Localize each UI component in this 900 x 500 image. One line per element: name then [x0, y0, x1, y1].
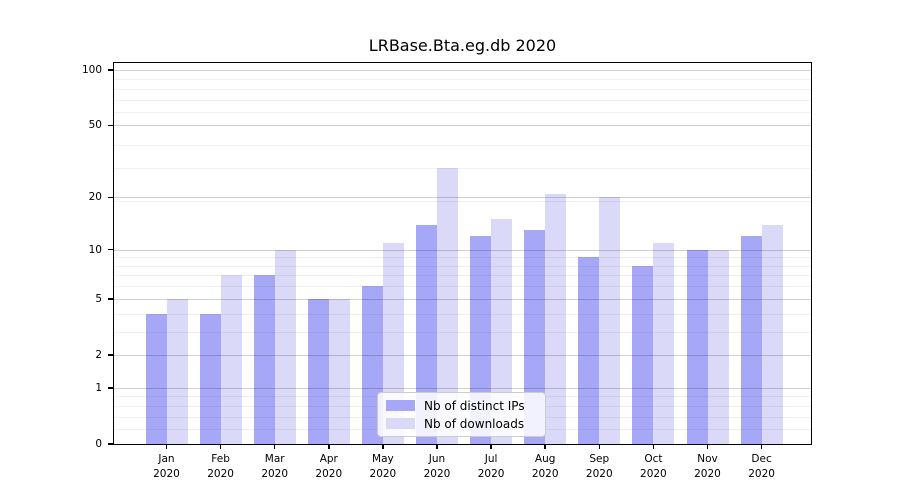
plot-area: 0 1 2 5 10 20 50 100 Jan 2020 Feb 2020 Mar 2020 Apr…	[82, 62, 812, 480]
y-tick-label: 5	[95, 292, 102, 305]
y-tick-label: 1	[95, 381, 102, 394]
x-tick-mark	[706, 444, 709, 449]
minor-gridline	[114, 201, 811, 203]
y-tick-mark	[107, 298, 113, 300]
x-tick-label: Dec 2020	[748, 453, 775, 480]
legend: Nb of distinct IPs Nb of downloads	[377, 392, 546, 437]
x-tick-label: May 2020	[369, 453, 397, 480]
minor-gridline	[114, 99, 811, 101]
legend-swatch-distinct-ips-icon	[386, 400, 415, 411]
x-tick-label: Jan 2020	[153, 453, 180, 480]
bar-distinct-ips	[578, 257, 600, 444]
bar-distinct-ips	[740, 236, 762, 444]
bar-distinct-ips	[307, 298, 329, 444]
bar-distinct-ips	[253, 275, 275, 444]
bar-downloads	[328, 298, 350, 444]
y-tick-label: 100	[81, 63, 102, 76]
x-tick-mark	[328, 444, 330, 449]
bar-distinct-ips	[416, 224, 437, 444]
major-gridline	[114, 125, 811, 127]
y-tick-mark	[107, 248, 113, 251]
x-tick-mark	[165, 444, 168, 449]
x-tick-label: Sep 2020	[585, 453, 613, 480]
legend-label-downloads: Nb of downloads	[424, 416, 525, 431]
y-tick-mark	[107, 354, 113, 356]
y-tick-mark	[107, 196, 113, 198]
legend-item-downloads: Nb of downloads	[386, 417, 537, 431]
bar-downloads	[599, 197, 621, 444]
bar-distinct-ips	[632, 265, 654, 444]
x-tick-mark	[219, 444, 222, 449]
chart-title: LRBase.Bta.eg.db 2020	[368, 36, 557, 55]
y-tick-mark	[107, 124, 113, 127]
minor-gridline	[114, 145, 811, 146]
y-tick-label: 0	[95, 438, 102, 450]
bar-downloads	[545, 193, 567, 444]
x-tick-label: Feb 2020	[207, 453, 234, 480]
legend-item-distinct-ips: Nb of distinct IPs	[386, 399, 537, 413]
x-tick-label: Oct 2020	[640, 453, 667, 480]
y-tick-label: 10	[88, 243, 102, 256]
y-tick-mark	[107, 387, 113, 389]
x-tick-mark	[382, 444, 384, 449]
bar-downloads	[437, 168, 458, 444]
x-tick-label: Mar 2020	[261, 453, 289, 480]
y-tick-mark	[107, 443, 113, 445]
minor-gridline	[114, 79, 811, 81]
x-tick-label: Jul 2020	[477, 453, 505, 480]
bar-downloads	[166, 298, 188, 444]
y-tick-label: 2	[95, 349, 102, 361]
x-tick-mark	[760, 444, 763, 449]
x-tick-mark	[273, 444, 276, 449]
minor-gridline	[114, 88, 811, 90]
bar-distinct-ips	[524, 230, 546, 444]
x-tick-mark	[652, 444, 655, 449]
bar-downloads	[653, 242, 675, 444]
x-tick-label: Apr 2020	[315, 453, 343, 480]
bar-downloads	[274, 249, 296, 444]
x-tick-label: Jun 2020	[423, 453, 451, 480]
x-tick-mark	[490, 444, 492, 449]
bar-distinct-ips	[686, 249, 708, 444]
legend-label-distinct-ips: Nb of distinct IPs	[424, 398, 525, 413]
major-gridline	[114, 69, 811, 71]
y-tick-label: 50	[88, 119, 102, 132]
bar-distinct-ips	[145, 313, 167, 444]
y-tick-mark	[107, 69, 113, 71]
x-tick-mark	[598, 444, 601, 449]
bar-downloads	[220, 275, 242, 444]
minor-gridline	[114, 112, 811, 114]
bar-downloads	[491, 219, 513, 444]
bar-downloads	[707, 249, 729, 444]
x-tick-mark	[544, 444, 546, 449]
x-tick-mark	[436, 444, 438, 449]
x-tick-label: Aug 2020	[531, 453, 559, 480]
y-tick-label: 20	[88, 191, 102, 204]
bar-distinct-ips	[199, 313, 221, 444]
x-tick-label: Nov 2020	[694, 453, 721, 480]
bar-downloads	[761, 224, 783, 444]
major-gridline	[114, 197, 811, 199]
legend-swatch-downloads-icon	[386, 418, 415, 429]
minor-gridline	[114, 168, 811, 170]
